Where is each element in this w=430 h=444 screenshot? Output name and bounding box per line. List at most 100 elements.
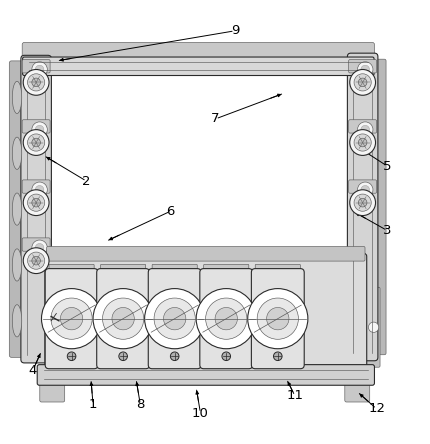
Text: 2: 2 bbox=[82, 174, 91, 188]
FancyBboxPatch shape bbox=[22, 180, 50, 193]
Circle shape bbox=[28, 194, 45, 211]
Circle shape bbox=[28, 134, 45, 151]
Ellipse shape bbox=[12, 137, 22, 169]
Circle shape bbox=[35, 65, 44, 74]
FancyBboxPatch shape bbox=[255, 264, 300, 275]
FancyBboxPatch shape bbox=[348, 180, 376, 193]
Text: 1: 1 bbox=[89, 398, 97, 411]
Circle shape bbox=[205, 298, 246, 339]
Text: 3: 3 bbox=[382, 224, 391, 237]
Text: 8: 8 bbox=[136, 398, 144, 411]
Circle shape bbox=[28, 74, 45, 91]
Circle shape bbox=[349, 190, 375, 215]
FancyBboxPatch shape bbox=[22, 57, 373, 75]
Circle shape bbox=[32, 198, 40, 207]
Circle shape bbox=[32, 62, 47, 77]
Text: 6: 6 bbox=[166, 205, 174, 218]
FancyBboxPatch shape bbox=[370, 59, 385, 355]
FancyBboxPatch shape bbox=[344, 381, 369, 402]
Circle shape bbox=[119, 352, 127, 361]
FancyBboxPatch shape bbox=[37, 365, 374, 385]
FancyBboxPatch shape bbox=[152, 264, 197, 275]
Circle shape bbox=[32, 182, 47, 198]
FancyBboxPatch shape bbox=[348, 120, 376, 133]
FancyBboxPatch shape bbox=[22, 120, 50, 133]
Circle shape bbox=[360, 186, 369, 194]
Circle shape bbox=[35, 243, 44, 252]
Circle shape bbox=[102, 298, 144, 339]
FancyBboxPatch shape bbox=[366, 287, 379, 367]
Circle shape bbox=[41, 289, 101, 349]
Circle shape bbox=[353, 74, 370, 91]
Text: 10: 10 bbox=[192, 407, 209, 420]
Text: 5: 5 bbox=[382, 160, 391, 173]
Circle shape bbox=[353, 194, 370, 211]
Ellipse shape bbox=[12, 249, 22, 281]
FancyBboxPatch shape bbox=[200, 269, 252, 369]
FancyBboxPatch shape bbox=[22, 43, 374, 63]
Ellipse shape bbox=[12, 193, 22, 225]
FancyBboxPatch shape bbox=[21, 56, 51, 363]
FancyBboxPatch shape bbox=[347, 53, 377, 361]
Circle shape bbox=[23, 70, 49, 95]
FancyBboxPatch shape bbox=[203, 264, 248, 275]
FancyBboxPatch shape bbox=[22, 59, 50, 73]
Text: 4: 4 bbox=[29, 364, 37, 377]
Circle shape bbox=[247, 289, 307, 349]
Circle shape bbox=[154, 298, 195, 339]
Circle shape bbox=[257, 298, 298, 339]
Circle shape bbox=[368, 322, 378, 333]
Circle shape bbox=[266, 308, 288, 330]
Circle shape bbox=[35, 125, 44, 134]
Circle shape bbox=[356, 182, 372, 198]
FancyBboxPatch shape bbox=[22, 238, 50, 251]
Circle shape bbox=[67, 352, 76, 361]
Circle shape bbox=[360, 65, 369, 74]
Circle shape bbox=[221, 352, 230, 361]
Circle shape bbox=[357, 138, 366, 147]
FancyBboxPatch shape bbox=[148, 269, 201, 369]
Circle shape bbox=[23, 190, 49, 215]
Text: 7: 7 bbox=[211, 112, 219, 125]
Circle shape bbox=[353, 134, 370, 151]
Circle shape bbox=[32, 256, 40, 265]
Circle shape bbox=[60, 308, 83, 330]
Circle shape bbox=[196, 289, 256, 349]
Circle shape bbox=[28, 252, 45, 269]
Circle shape bbox=[93, 289, 153, 349]
FancyBboxPatch shape bbox=[100, 264, 145, 275]
Circle shape bbox=[112, 308, 134, 330]
FancyBboxPatch shape bbox=[49, 264, 94, 275]
Text: 11: 11 bbox=[286, 389, 303, 403]
Circle shape bbox=[360, 125, 369, 134]
Circle shape bbox=[23, 248, 49, 274]
Circle shape bbox=[356, 122, 372, 137]
FancyBboxPatch shape bbox=[40, 381, 64, 402]
FancyBboxPatch shape bbox=[45, 254, 366, 373]
Circle shape bbox=[32, 138, 40, 147]
Circle shape bbox=[51, 298, 92, 339]
Circle shape bbox=[144, 289, 204, 349]
FancyBboxPatch shape bbox=[96, 269, 149, 369]
Circle shape bbox=[32, 122, 47, 137]
Circle shape bbox=[357, 198, 366, 207]
Circle shape bbox=[35, 186, 44, 194]
Circle shape bbox=[357, 78, 366, 87]
Circle shape bbox=[32, 240, 47, 255]
Circle shape bbox=[170, 352, 178, 361]
Circle shape bbox=[349, 70, 375, 95]
FancyBboxPatch shape bbox=[251, 269, 304, 369]
FancyBboxPatch shape bbox=[45, 269, 98, 369]
Circle shape bbox=[215, 308, 237, 330]
FancyBboxPatch shape bbox=[9, 61, 27, 357]
Ellipse shape bbox=[12, 305, 22, 337]
Circle shape bbox=[273, 352, 282, 361]
FancyBboxPatch shape bbox=[348, 59, 376, 73]
Circle shape bbox=[356, 62, 372, 77]
Circle shape bbox=[32, 78, 40, 87]
FancyBboxPatch shape bbox=[46, 246, 364, 261]
Circle shape bbox=[349, 130, 375, 155]
Circle shape bbox=[163, 308, 185, 330]
Circle shape bbox=[23, 130, 49, 155]
Text: 9: 9 bbox=[230, 24, 239, 37]
